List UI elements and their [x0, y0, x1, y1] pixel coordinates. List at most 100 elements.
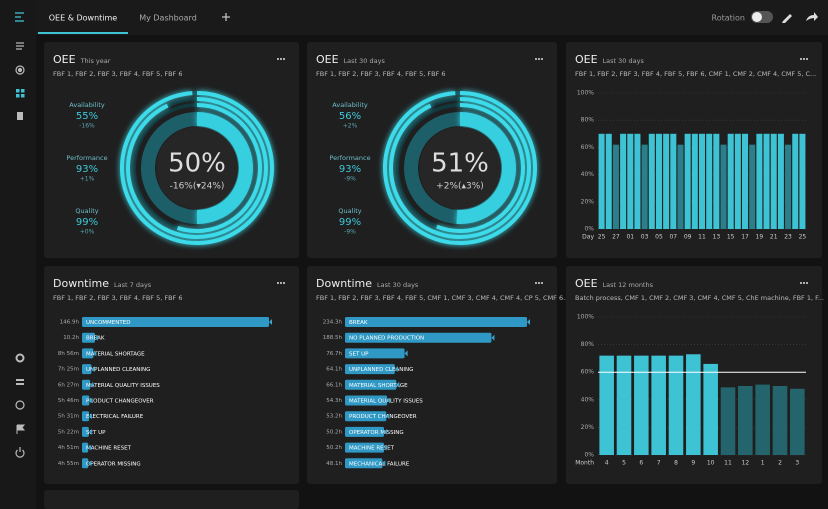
- metric-name: Performance: [66, 154, 107, 162]
- x-tick-label: 11: [698, 234, 706, 241]
- x-tick-label: 1: [761, 460, 765, 467]
- bar: [720, 144, 727, 229]
- settings-icon[interactable]: [15, 353, 25, 363]
- panel-menu-dot[interactable]: [538, 282, 540, 284]
- share-icon[interactable]: [806, 12, 818, 21]
- bar: [345, 442, 384, 453]
- bar: [777, 133, 784, 229]
- panel-period: This year: [80, 57, 111, 65]
- bar-value-label: 66.1h: [326, 382, 342, 388]
- bar-category-label: MATERIAL QUALITY ISSUES: [349, 399, 423, 405]
- y-tick-label: 100%: [577, 314, 594, 321]
- panel-menu-dot[interactable]: [280, 58, 282, 60]
- metric-change: -9%: [344, 229, 356, 236]
- flag-icon[interactable]: [16, 424, 26, 434]
- panel-menu-dot[interactable]: [283, 58, 285, 60]
- bar-expand-arrow[interactable]: [94, 334, 98, 341]
- x-tick-label: 5: [622, 460, 626, 467]
- bar: [670, 133, 677, 229]
- bar: [82, 395, 90, 406]
- edit-icon[interactable]: [782, 14, 792, 23]
- info-icon[interactable]: [15, 400, 25, 410]
- bar: [345, 458, 383, 469]
- panel-menu-dot[interactable]: [541, 58, 543, 60]
- metric-name: Quality: [338, 207, 361, 215]
- bar: [684, 133, 691, 229]
- panel-menu-dot[interactable]: [806, 58, 808, 60]
- list-icon[interactable]: [16, 42, 24, 50]
- bar-expand-arrow[interactable]: [93, 350, 97, 357]
- bar-expand-arrow[interactable]: [394, 366, 398, 373]
- panel-menu-dot[interactable]: [800, 282, 802, 284]
- bar-value-label: 54.3h: [326, 398, 342, 404]
- panel-menu-dot[interactable]: [280, 282, 282, 284]
- bar-expand-arrow[interactable]: [89, 397, 93, 404]
- bar: [648, 133, 655, 229]
- target-icon[interactable]: [15, 65, 25, 75]
- add-tab-icon[interactable]: [222, 13, 230, 21]
- y-tick-label: 60%: [581, 144, 595, 151]
- menu-icon[interactable]: [15, 12, 24, 22]
- bar-expand-arrow[interactable]: [88, 460, 92, 467]
- bar-expand-arrow[interactable]: [383, 444, 387, 451]
- bar: [686, 354, 701, 455]
- partial-panel: [44, 490, 299, 509]
- panel-menu-dot[interactable]: [538, 58, 540, 60]
- bar-expand-arrow[interactable]: [404, 350, 408, 357]
- active-tab-underline: [38, 32, 128, 34]
- bar-expand-arrow[interactable]: [386, 413, 390, 420]
- bar-expand-arrow[interactable]: [382, 460, 386, 467]
- bar-expand-arrow[interactable]: [383, 428, 387, 435]
- bar: [668, 355, 684, 455]
- oee-value: 50%: [168, 149, 226, 179]
- bar-expand-arrow[interactable]: [88, 428, 92, 435]
- panel-menu-dot[interactable]: [283, 282, 285, 284]
- bar-expand-arrow[interactable]: [88, 444, 92, 451]
- x-tick-label: 01: [626, 234, 634, 241]
- bar: [634, 355, 649, 455]
- panel-menu-dot[interactable]: [803, 282, 805, 284]
- bar-value-label: 7h 25m: [58, 367, 79, 373]
- bar-expand-arrow[interactable]: [491, 334, 495, 341]
- bar-category-label: OPERATOR MISSING: [86, 461, 141, 467]
- metric-name: Performance: [329, 154, 370, 162]
- bar-expand-arrow[interactable]: [527, 319, 530, 325]
- power-icon[interactable]: [15, 447, 25, 458]
- panel-menu-dot[interactable]: [277, 282, 279, 284]
- metric-change: +0%: [80, 229, 95, 236]
- target-icon-dot: [17, 67, 23, 73]
- bar-category-label: PRODUCT CHANGEOVER: [349, 414, 417, 420]
- panel-menu-dot[interactable]: [541, 282, 543, 284]
- bar: [598, 133, 605, 229]
- report-icon[interactable]: [17, 112, 23, 120]
- bar-expand-arrow[interactable]: [396, 381, 400, 388]
- bar-expand-arrow[interactable]: [387, 397, 391, 404]
- x-tick-label: 27: [612, 234, 620, 241]
- bar: [345, 348, 405, 359]
- panel-menu-dot[interactable]: [535, 282, 537, 284]
- bar-expand-arrow[interactable]: [89, 413, 93, 420]
- bar: [627, 133, 634, 229]
- bar-expand-arrow[interactable]: [269, 319, 272, 325]
- bar: [720, 387, 736, 455]
- bar-expand-arrow[interactable]: [91, 366, 95, 373]
- panel-menu-dot[interactable]: [277, 58, 279, 60]
- tab[interactable]: My Dashboard: [139, 14, 197, 23]
- panel-menu-dot[interactable]: [803, 58, 805, 60]
- x-tick-label: 25: [598, 234, 606, 241]
- panel-menu-dot[interactable]: [806, 282, 808, 284]
- bar: [655, 133, 662, 229]
- tab[interactable]: OEE & Downtime: [49, 14, 118, 23]
- dashboard-icon[interactable]: [16, 89, 25, 98]
- list-view-icon[interactable]: [16, 379, 24, 385]
- panel-menu-dot[interactable]: [535, 58, 537, 60]
- x-tick-label: 12: [742, 460, 750, 467]
- x-tick-label: 17: [741, 234, 749, 241]
- panel-title: OEE: [575, 277, 598, 290]
- panel-menu-dot[interactable]: [800, 58, 802, 60]
- oee-center: [419, 127, 501, 209]
- bar-category-label: MACHINE RESET: [349, 446, 395, 452]
- bar: [345, 426, 384, 437]
- bar-expand-arrow[interactable]: [90, 381, 94, 388]
- bar: [612, 144, 619, 229]
